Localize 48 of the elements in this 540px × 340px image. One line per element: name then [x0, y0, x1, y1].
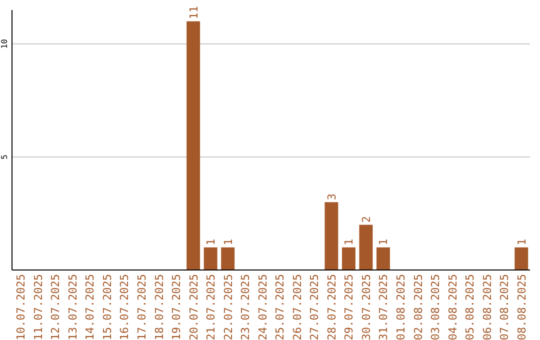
x-tick-label: 21.07.2025: [204, 274, 218, 340]
x-tick-label: 18.07.2025: [152, 274, 166, 340]
x-tick-label: 30.07.2025: [360, 274, 373, 340]
x-tick-label: 19.07.2025: [170, 274, 184, 340]
data-label: 1: [222, 238, 235, 246]
x-tick-label: 15.07.2025: [100, 274, 114, 340]
x-tick-label: 13.07.2025: [66, 274, 80, 340]
data-label: 2: [360, 216, 373, 223]
bar: [514, 247, 528, 270]
x-tick-label: 02.08.2025: [412, 274, 425, 340]
bar: [186, 21, 200, 270]
data-label: 1: [204, 238, 218, 246]
x-tick-label: 27.07.2025: [308, 274, 322, 340]
x-tick-label: 31.07.2025: [377, 274, 390, 340]
bar: [342, 247, 356, 270]
x-tick-label: 07.08.2025: [498, 274, 512, 340]
x-tick-label: 05.08.2025: [464, 274, 477, 340]
y-tick-label: 5: [0, 154, 9, 160]
data-label: 1: [377, 238, 390, 246]
x-tick-label: 23.07.2025: [239, 274, 252, 340]
y-tick-label: 10: [0, 38, 9, 49]
x-tick-label: 10.07.2025: [14, 274, 28, 340]
bar: [324, 202, 338, 270]
x-tick-label: 29.07.2025: [342, 274, 356, 340]
data-label: 11: [187, 6, 200, 20]
x-tick-label: 16.07.2025: [118, 274, 132, 340]
data-label: 1: [515, 238, 528, 246]
data-label: 1: [342, 238, 356, 246]
x-tick-label: 04.08.2025: [446, 274, 460, 340]
x-tick-label: 12.07.2025: [49, 274, 62, 340]
x-tick-label: 20.07.2025: [187, 274, 200, 340]
bar: [359, 224, 373, 270]
data-label: 3: [325, 194, 338, 200]
x-tick-label: 22.07.2025: [222, 274, 235, 340]
x-tick-label: 06.08.2025: [480, 274, 494, 340]
bar: [204, 247, 218, 270]
x-tick-label: 08.08.2025: [515, 274, 528, 340]
x-tick-label: 11.07.2025: [32, 274, 45, 340]
bar: [221, 247, 235, 270]
x-tick-label: 24.07.2025: [256, 274, 270, 340]
x-tick-label: 14.07.2025: [84, 274, 97, 340]
bar: [376, 247, 390, 270]
x-tick-label: 03.08.2025: [429, 274, 442, 340]
x-tick-label: 17.07.2025: [136, 274, 148, 340]
x-tick-label: 25.07.2025: [274, 274, 287, 340]
x-tick-label: 01.08.2025: [394, 274, 408, 340]
x-tick-label: 28.07.2025: [325, 274, 338, 340]
x-tick-label: 26.07.2025: [290, 274, 304, 340]
